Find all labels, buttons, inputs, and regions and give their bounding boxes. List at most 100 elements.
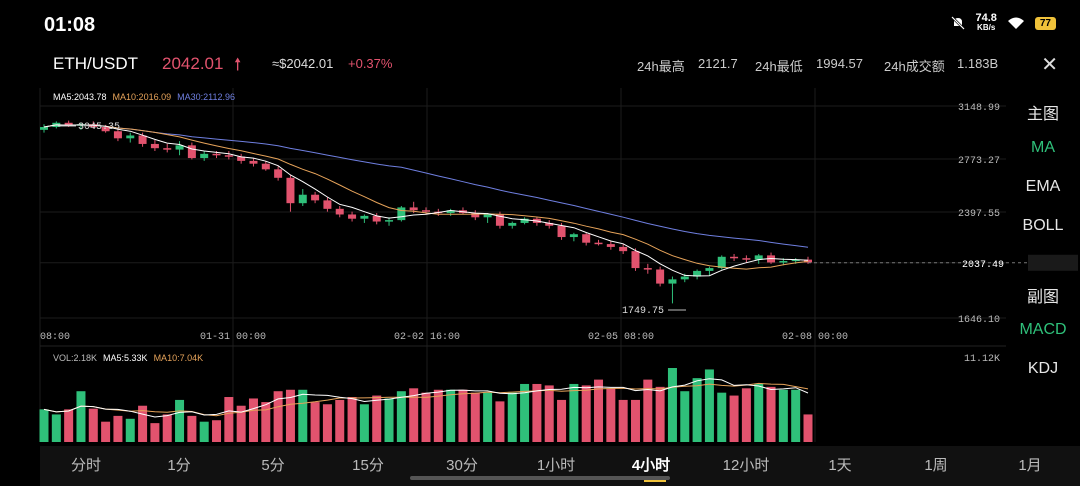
candle-body: [582, 234, 591, 243]
usd-price: ≈$2042.01: [272, 56, 334, 71]
current-price-tag: [1028, 254, 1078, 271]
candle-body: [187, 145, 196, 159]
candle-body: [224, 155, 233, 157]
volume-bar: [384, 398, 394, 442]
volume-bar: [273, 391, 283, 442]
candle-body: [631, 251, 640, 269]
low-value: 1994.57: [816, 56, 863, 71]
side-macd[interactable]: MACD: [1019, 321, 1067, 338]
volume-bar: [717, 392, 727, 442]
tf-1d[interactable]: 1天: [828, 457, 852, 474]
vol-ma5-line: [43, 378, 809, 418]
tf-12h[interactable]: 12小时: [722, 457, 770, 474]
candle-body: [717, 256, 726, 269]
tf-5m[interactable]: 5分: [261, 457, 285, 474]
tf-30m[interactable]: 30分: [446, 457, 478, 474]
candle-body: [64, 122, 73, 126]
volume-bar: [470, 392, 480, 442]
low-label: 24h最低: [755, 59, 803, 74]
volume-bar: [803, 414, 813, 442]
volume-bar: [680, 391, 690, 442]
side-ema[interactable]: EMA: [1025, 178, 1061, 195]
volume-bar: [138, 405, 148, 442]
candle-body: [545, 222, 554, 226]
tf-1mo[interactable]: 1月: [1018, 457, 1042, 474]
candle-body: [397, 207, 406, 221]
side-sub-chart[interactable]: 副图: [1026, 289, 1059, 306]
candle-body: [40, 127, 48, 130]
volume-bar: [261, 402, 271, 442]
side-ma[interactable]: MA: [1031, 139, 1055, 156]
volume-bar: [162, 414, 172, 442]
candle-body: [348, 214, 357, 219]
price-tick: 2773.27: [958, 156, 1000, 167]
volume-bar: [298, 389, 308, 442]
volume-bar: [618, 399, 628, 442]
candle-body: [150, 143, 159, 149]
candle-body: [237, 156, 246, 161]
price-tick: 2397.55: [958, 209, 1000, 220]
tf-15m[interactable]: 15分: [352, 457, 384, 474]
volume-bar: [113, 415, 123, 442]
candle-body: [495, 214, 504, 226]
arrow-up-icon: 🠕: [234, 55, 242, 74]
volume-bar: [359, 404, 369, 442]
ma30-legend: MA30:2112.96: [177, 92, 235, 102]
time-tick: 02-02 16:00: [394, 332, 460, 343]
volume-bar: [125, 418, 135, 442]
mute-icon: [951, 16, 966, 30]
candle-body: [409, 207, 418, 211]
volume-bar: [335, 399, 345, 442]
volume-bar: [175, 399, 185, 442]
side-main-chart[interactable]: 主图: [1026, 106, 1059, 123]
candle-body: [693, 270, 702, 277]
vol-legend-vol: VOL:2.18K: [53, 353, 98, 363]
volume-bar: [310, 402, 320, 442]
tf-timeline[interactable]: 分时: [70, 457, 102, 474]
volume-bar: [655, 386, 665, 442]
candle-body: [606, 244, 615, 247]
volume-bar: [458, 389, 468, 442]
volume-bar: [495, 401, 505, 442]
price-tick: 3148.99: [958, 103, 1000, 114]
candle-body: [520, 218, 529, 223]
candle-body: [471, 213, 480, 218]
high-label: 24h最高: [637, 59, 685, 74]
close-icon[interactable]: ✕: [1041, 54, 1058, 76]
volume-bar: [606, 388, 616, 442]
timeframe-bar: 分时 1分 5分 15分 30分 1小时 4小时 12小时 1天 1周 1月: [40, 446, 1080, 486]
candle-body: [483, 214, 492, 218]
candle-body: [126, 135, 135, 139]
pair-name[interactable]: ETH/USDT: [53, 54, 138, 73]
ma5-legend: MA5:2043.78: [53, 92, 107, 102]
candle-body: [705, 268, 714, 271]
candle-body: [742, 258, 751, 260]
tf-1h[interactable]: 1小时: [536, 457, 576, 474]
volume-bar: [667, 368, 677, 442]
candle-body: [643, 268, 652, 270]
volume-bar: [692, 378, 702, 442]
candle-body: [594, 242, 603, 245]
tf-active-indicator: [644, 479, 666, 482]
volume-bar: [224, 397, 234, 442]
candle-body: [754, 255, 763, 260]
candle-body: [298, 194, 307, 204]
candle-body: [249, 160, 258, 164]
volume-bar: [285, 389, 295, 442]
volume-bar: [483, 392, 493, 442]
side-kdj[interactable]: KDJ: [1027, 360, 1059, 377]
tf-1w[interactable]: 1周: [924, 457, 948, 474]
vol-legend: VOL:2.18K MA5:5.33K MA10:7.04K: [53, 353, 203, 363]
volume-bar: [248, 398, 258, 442]
tf-1m[interactable]: 1分: [167, 457, 191, 474]
candle-body: [286, 177, 295, 204]
volume-bar: [236, 405, 246, 442]
candle-body: [656, 269, 665, 284]
ma5-line: [43, 124, 809, 277]
side-boll[interactable]: BOLL: [1022, 217, 1064, 234]
volume-bar: [791, 389, 801, 442]
candle-body: [323, 200, 332, 209]
tf-4h[interactable]: 4小时: [631, 457, 671, 474]
candle-body: [680, 276, 689, 280]
